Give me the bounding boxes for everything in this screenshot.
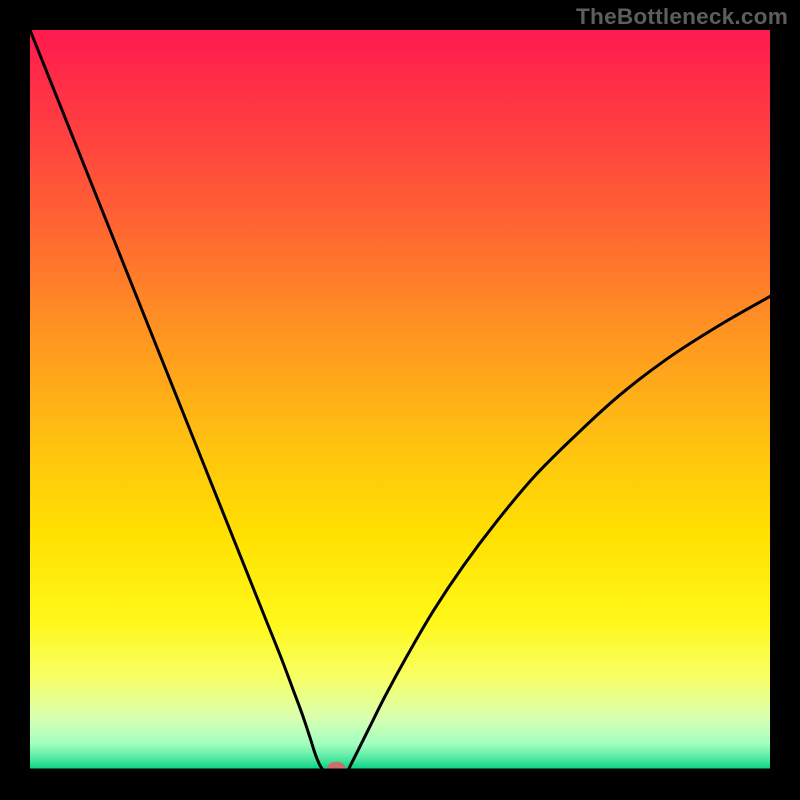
watermark-text: TheBottleneck.com <box>576 4 788 30</box>
chart-frame: TheBottleneck.com <box>0 0 800 800</box>
chart-svg <box>30 30 770 770</box>
gradient-background <box>30 30 770 770</box>
plot-area <box>30 30 770 770</box>
